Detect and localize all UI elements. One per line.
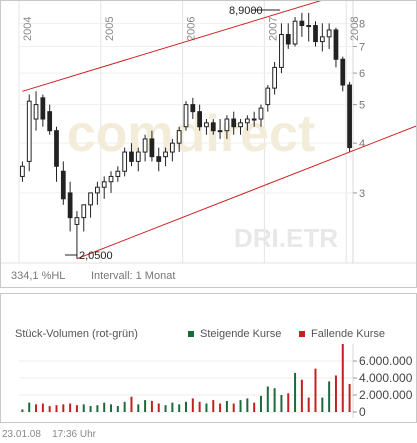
candle-down (47, 111, 53, 132)
candle-up (74, 217, 80, 225)
trend-channel-upper (22, 1, 322, 92)
candle-up (279, 34, 284, 68)
candle-down (156, 156, 162, 162)
candle-up (81, 204, 87, 219)
candle-up (238, 122, 243, 128)
candle-up (95, 186, 100, 194)
legend-up-label: Steigende Kurse (200, 328, 281, 340)
legend-down-swatch (299, 331, 305, 337)
candle-up (217, 130, 223, 133)
price-chart: comdirect DRI.ETR 2004 2005 2006 2007 2008 8… (1, 1, 416, 282)
candle-up (319, 36, 325, 43)
candle-up (265, 87, 271, 106)
price-tick-label: 6 (359, 68, 365, 80)
year-label: 2008 (349, 17, 361, 41)
volume-chart-panel: Stück-Volumen (rot-grün) Steigende Kurse… (0, 293, 417, 423)
candle-down (197, 111, 203, 128)
candle-up (224, 118, 230, 132)
trend-channel-lower (76, 125, 416, 260)
candle-up (258, 107, 264, 120)
candle-up (33, 104, 39, 120)
candle-down (129, 151, 134, 162)
candle-up (108, 175, 114, 183)
performance-label: 334,1 %HL (11, 270, 65, 282)
candle-down (231, 118, 237, 128)
candle-up (115, 170, 121, 177)
volume-chart: Stück-Volumen (rot-grün) Steigende Kurse… (15, 328, 413, 419)
legend-up-swatch (188, 331, 194, 337)
year-label: 2007 (267, 17, 279, 41)
candle-down (285, 34, 291, 45)
watermark-logo: comdirect (67, 105, 316, 163)
candle-up (176, 130, 182, 144)
candle-up (244, 118, 250, 124)
price-tick-label: 5 (359, 100, 365, 112)
price-tick-label: 7 (359, 41, 365, 53)
volume-tick-label: 0 (359, 405, 366, 419)
candle-down (54, 130, 59, 167)
high-label: 8,9000 (229, 5, 263, 17)
volume-title: Stück-Volumen (rot-grün) (15, 328, 138, 340)
candle-up (142, 138, 148, 153)
candle-up (20, 165, 25, 177)
price-tick-label: 8 (359, 18, 365, 30)
candle-down (149, 138, 155, 158)
candle-up (292, 20, 298, 45)
low-label: 2,0500 (79, 250, 113, 262)
candle-down (313, 25, 318, 43)
year-label: 2005 (104, 17, 116, 41)
legend-down-label: Fallende Kurse (311, 328, 385, 340)
footer-time: 17:36 Uhr (52, 429, 96, 440)
candle-down (40, 97, 46, 120)
footer-date: 23.01.08 (2, 429, 41, 440)
candle-down (60, 170, 66, 200)
candle-up (26, 100, 32, 162)
candle-up (272, 66, 277, 89)
volume-tick-label: 6.000.000 (359, 354, 413, 368)
candle-up (251, 118, 257, 121)
candle-up (306, 25, 312, 28)
volume-tick-label: 4.000.000 (359, 371, 413, 385)
candle-up (204, 122, 209, 128)
candle-up (169, 142, 175, 153)
candle-down (340, 58, 346, 86)
candle-down (299, 20, 305, 27)
candle-up (135, 151, 141, 162)
candle-up (183, 104, 189, 128)
candle-up (326, 29, 332, 38)
year-label: 2004 (22, 17, 34, 41)
price-tick-label: 3 (359, 188, 365, 200)
candle-up (163, 151, 168, 158)
year-label: 2006 (186, 17, 198, 41)
instrument-watermark: DRI.ETR (234, 223, 338, 253)
price-tick-label: 4 (359, 138, 365, 150)
interval-label: Intervall: 1 Monat (91, 270, 175, 282)
volume-tick-label: 2.000.000 (359, 388, 413, 402)
candle-down (333, 29, 339, 60)
candle-up (88, 192, 93, 206)
candle-up (101, 181, 107, 188)
candle-up (122, 151, 128, 172)
candle-down (190, 104, 196, 113)
candle-down (210, 122, 216, 132)
candle-down (347, 84, 352, 149)
price-chart-panel: comdirect DRI.ETR 2004 2005 2006 2007 2008 8… (0, 0, 417, 288)
candle-down (67, 192, 73, 219)
